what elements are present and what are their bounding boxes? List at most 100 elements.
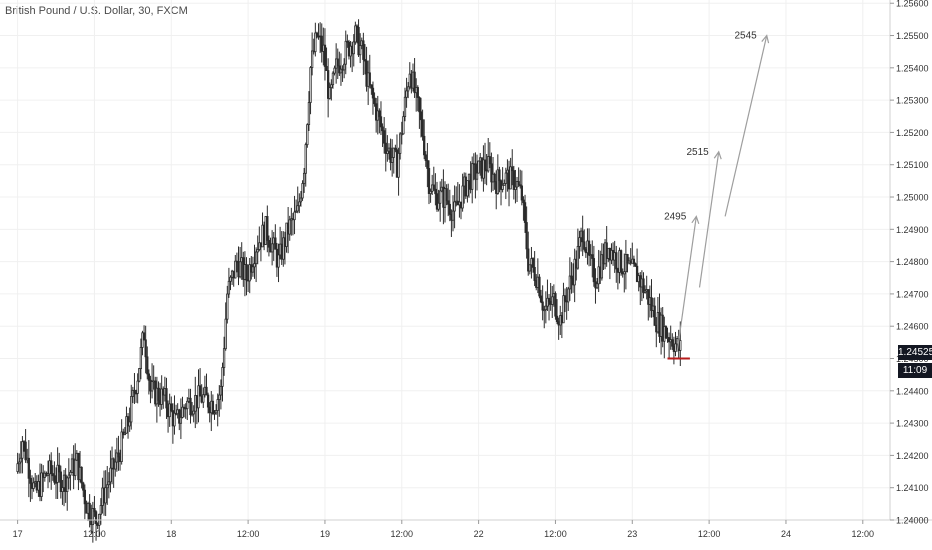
candle-body xyxy=(251,266,255,273)
candle-body xyxy=(498,169,501,182)
candle-body xyxy=(578,237,581,247)
projection-arrowhead xyxy=(691,215,700,225)
price-tick-label: 1.25200 xyxy=(896,128,929,138)
time-tick-label: 23 xyxy=(627,529,637,539)
candle-body xyxy=(381,126,384,132)
candle-body xyxy=(205,386,208,396)
candle-body xyxy=(600,254,604,279)
price-tick-label: 1.24700 xyxy=(896,289,929,299)
candle-body xyxy=(320,35,323,52)
candle-body xyxy=(339,68,343,74)
candle-body xyxy=(514,186,517,190)
price-tick-label: 1.25500 xyxy=(896,31,929,41)
candle-body xyxy=(419,111,423,121)
candle-body xyxy=(399,133,402,154)
candle-body xyxy=(650,297,653,311)
candle-body xyxy=(664,326,668,339)
candle-body xyxy=(211,400,215,414)
candle-body xyxy=(74,459,77,477)
candle-body xyxy=(267,240,271,248)
candle-body xyxy=(447,200,450,205)
candle-body xyxy=(115,452,119,463)
candle-body xyxy=(93,508,96,513)
candle-body xyxy=(58,464,61,473)
candle-body xyxy=(123,432,127,436)
price-tick-label: 1.25000 xyxy=(896,193,929,203)
candle-body xyxy=(226,293,229,320)
candle-body xyxy=(18,461,21,465)
candle-body xyxy=(679,340,682,351)
candle-body xyxy=(144,339,147,358)
candle-body xyxy=(519,184,522,187)
candle-body xyxy=(587,240,591,256)
candle-body xyxy=(434,188,437,195)
time-tick-label: 24 xyxy=(781,529,791,539)
candle-body xyxy=(173,412,176,427)
candle-body xyxy=(170,403,173,411)
candle-body xyxy=(343,63,346,71)
candle-body xyxy=(477,160,480,174)
time-tick-label: 12:00 xyxy=(83,529,106,539)
candle-body xyxy=(61,487,64,493)
candle-body xyxy=(427,168,431,194)
candle-body xyxy=(520,185,523,201)
projection-arrowhead xyxy=(713,150,722,160)
candle-body xyxy=(21,441,24,459)
candle-body xyxy=(186,400,189,410)
candle-body xyxy=(165,388,168,409)
candle-body xyxy=(219,385,223,396)
candle-body xyxy=(192,410,195,415)
time-tick-label: 12:00 xyxy=(852,529,875,539)
candle-body xyxy=(490,163,493,183)
candle-body xyxy=(315,32,319,37)
candle-body xyxy=(355,25,359,28)
candle-body xyxy=(131,389,135,397)
candle-body xyxy=(533,266,536,282)
candle-body xyxy=(386,150,389,154)
candle-body xyxy=(331,72,335,86)
time-tick-label: 18 xyxy=(166,529,176,539)
candle-body xyxy=(368,72,371,86)
candle-body xyxy=(59,471,62,493)
candle-body xyxy=(370,84,373,89)
price-tick-label: 1.24200 xyxy=(896,451,929,461)
last-price-tag: 1.24525 xyxy=(898,345,932,360)
candle-body xyxy=(424,154,427,161)
candle-body xyxy=(126,416,130,427)
candle-body xyxy=(647,289,650,305)
candle-body xyxy=(363,59,367,62)
candle-body xyxy=(405,90,408,98)
candle-body xyxy=(214,410,218,414)
candle-body xyxy=(403,96,407,117)
projection-arrow xyxy=(724,35,768,217)
candle-body xyxy=(615,252,618,270)
candle-body xyxy=(541,301,544,311)
price-tick-label: 1.24900 xyxy=(896,225,929,235)
candle-body xyxy=(77,452,80,481)
candle-body xyxy=(517,181,520,186)
time-tick-label: 22 xyxy=(474,529,484,539)
candle-body xyxy=(282,237,285,260)
candle-body xyxy=(245,264,248,281)
candle-body xyxy=(538,276,541,297)
candle-body xyxy=(254,251,258,265)
candle-body xyxy=(448,203,451,215)
candle-body xyxy=(626,253,629,264)
candle-body xyxy=(139,347,143,369)
candle-body xyxy=(623,271,626,275)
candle-body xyxy=(471,163,474,190)
candle-body xyxy=(539,295,543,303)
candle-body xyxy=(107,481,110,486)
candle-body xyxy=(354,25,357,43)
candle-body xyxy=(253,263,256,268)
candle-body xyxy=(439,190,442,204)
candle-body xyxy=(277,254,280,268)
candle-body xyxy=(94,511,98,525)
candle-body xyxy=(256,249,259,253)
candle-body xyxy=(336,58,339,67)
candle-body xyxy=(238,261,242,278)
candle-body xyxy=(330,84,333,89)
candle-body xyxy=(224,318,227,350)
price-axis: 1.24000 1.24100 1.24200 1.24300 1.24400 1.245… xyxy=(890,0,929,526)
